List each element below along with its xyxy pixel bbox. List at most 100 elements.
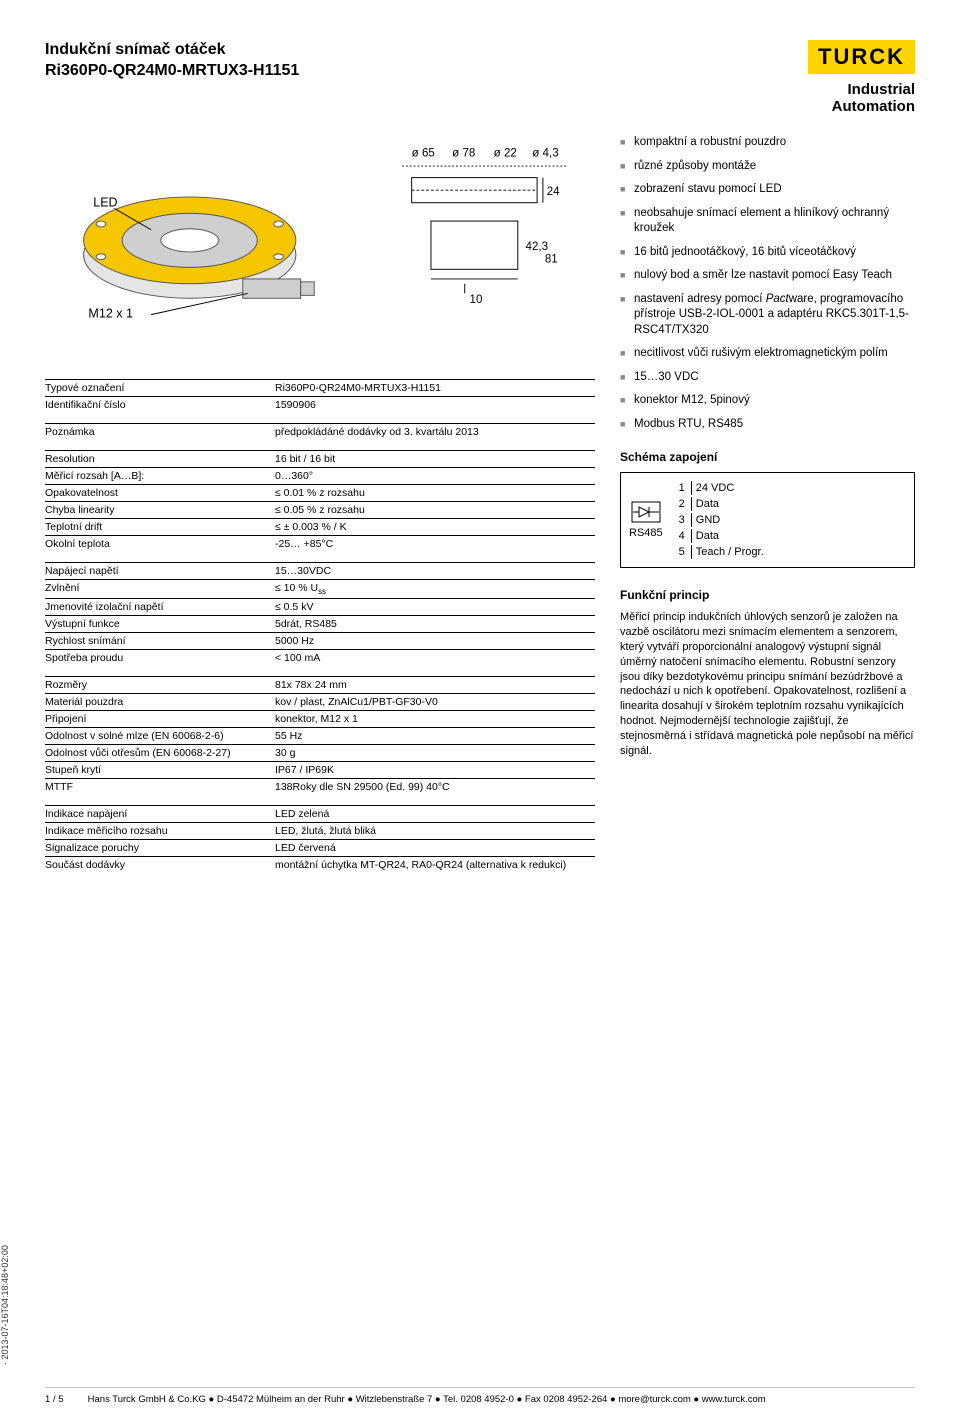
spec-key: Měřicí rozsah [A…B]: bbox=[45, 470, 275, 482]
spec-value: LED červená bbox=[275, 842, 595, 854]
spec-value: 0…360° bbox=[275, 470, 595, 482]
spec-value: Ri360P0-QR24M0-MRTUX3-H1151 bbox=[275, 382, 595, 394]
spec-row: Opakovatelnost≤ 0.01 % z rozsahu bbox=[45, 484, 595, 501]
pin-row: 124 VDC bbox=[675, 481, 768, 495]
pin-row: 4Data bbox=[675, 529, 768, 543]
spec-key: Indikace měřicího rozsahu bbox=[45, 825, 275, 837]
spec-key: Rozměry bbox=[45, 679, 275, 691]
spec-value: konektor, M12 x 1 bbox=[275, 713, 595, 725]
spec-row: Poznámkapředpokládáné dodávky od 3. kvar… bbox=[45, 423, 595, 440]
spec-row: Signalizace poruchyLED červená bbox=[45, 839, 595, 856]
spec-value: 1590906 bbox=[275, 399, 595, 411]
feature-bullet: necitlivost vůči rušivým elektromagnetic… bbox=[620, 346, 915, 362]
schema-box: RS485 124 VDC 2Data 3GND 4Data 5Teach / Prog… bbox=[620, 472, 915, 568]
spec-key: Signalizace poruchy bbox=[45, 842, 275, 854]
feature-bullet: kompaktní a robustní pouzdro bbox=[620, 135, 915, 151]
schema-table: 124 VDC 2Data 3GND 4Data 5Teach / Progr. bbox=[673, 479, 770, 561]
feature-bullet: zobrazení stavu pomocí LED bbox=[620, 182, 915, 198]
spec-row: Výstupní funkce5drát, RS485 bbox=[45, 615, 595, 632]
title-line1: Indukční snímač otáček bbox=[45, 40, 299, 61]
spec-key: Stupeň krytí bbox=[45, 764, 275, 776]
spec-key: Poznámka bbox=[45, 426, 275, 438]
spec-key: Resolution bbox=[45, 453, 275, 465]
spec-key: Opakovatelnost bbox=[45, 487, 275, 499]
feature-bullet: 16 bitů jednootáčkový, 16 bitů víceotáčk… bbox=[620, 245, 915, 261]
spec-key: Připojení bbox=[45, 713, 275, 725]
spec-row: Měřicí rozsah [A…B]:0…360° bbox=[45, 467, 595, 484]
svg-text:42,3: 42,3 bbox=[526, 241, 549, 253]
spec-row: Identifikační číslo1590906 bbox=[45, 396, 595, 413]
content: LED M12 x 1 ø 65 ø 78 ø 22 ø 4,3 24 bbox=[45, 135, 915, 883]
spec-value: ≤ ± 0.003 % / K bbox=[275, 521, 595, 533]
feature-bullet: různé způsoby montáže bbox=[620, 159, 915, 175]
spec-value: IP67 / IP69K bbox=[275, 764, 595, 776]
spec-value: < 100 mA bbox=[275, 652, 595, 664]
spec-key: Indikace napájení bbox=[45, 808, 275, 820]
pin-row: 3GND bbox=[675, 513, 768, 527]
spec-key: Rychlost snímání bbox=[45, 635, 275, 647]
footer: 1 / 5 Hans Turck GmbH & Co.KG ● D-45472 … bbox=[45, 1387, 915, 1405]
diode-icon bbox=[631, 501, 661, 523]
principle-text: Měřicí princip indukčních úhlových senzo… bbox=[620, 610, 915, 758]
spec-row: Odolnost vůči otřesům (EN 60068-2-27)30 … bbox=[45, 744, 595, 761]
spec-key: Zvlnění bbox=[45, 582, 275, 596]
spec-table: Typové označeníRi360P0-QR24M0-MRTUX3-H11… bbox=[45, 379, 595, 873]
svg-text:10: 10 bbox=[470, 294, 483, 306]
product-diagram: LED M12 x 1 ø 65 ø 78 ø 22 ø 4,3 24 bbox=[45, 135, 595, 365]
principle-heading: Funkční princip bbox=[620, 588, 915, 602]
spec-value: kov / plast, ZnAlCu1/PBT-GF30-V0 bbox=[275, 696, 595, 708]
spec-row: Napájecí napětí15…30VDC bbox=[45, 562, 595, 579]
spec-key: Spotřeba proudu bbox=[45, 652, 275, 664]
diagram-conn-label: M12 x 1 bbox=[88, 307, 133, 321]
feature-bullet: 15…30 VDC bbox=[620, 370, 915, 386]
spec-value: ≤ 10 % Uss bbox=[275, 582, 595, 596]
spec-value: 138Roky dle SN 29500 (Ed. 99) 40°C bbox=[275, 781, 595, 793]
side-date: · 2013-07-16T04:18:48+02:00 bbox=[0, 1245, 10, 1365]
spec-key: Součást dodávky bbox=[45, 859, 275, 871]
spec-row: Indikace napájeníLED zelená bbox=[45, 805, 595, 822]
feature-bullet: nastavení adresy pomocí Pactware, progra… bbox=[620, 292, 915, 339]
title-line2: Ri360P0-QR24M0-MRTUX3-H1151 bbox=[45, 61, 299, 82]
svg-text:ø 78: ø 78 bbox=[452, 147, 475, 159]
diagram-svg: LED M12 x 1 ø 65 ø 78 ø 22 ø 4,3 24 bbox=[45, 135, 595, 365]
bus-label: RS485 bbox=[629, 527, 663, 539]
spec-key: Materiál pouzdra bbox=[45, 696, 275, 708]
spec-key: Chyba linearity bbox=[45, 504, 275, 516]
spec-row: Odolnost v solné mlze (EN 60068-2-6)55 H… bbox=[45, 727, 595, 744]
right-column: kompaktní a robustní pouzdro různé způsob… bbox=[620, 135, 915, 883]
spec-row: Materiál pouzdrakov / plast, ZnAlCu1/PBT… bbox=[45, 693, 595, 710]
svg-text:ø 22: ø 22 bbox=[494, 147, 517, 159]
spec-key: Identifikační číslo bbox=[45, 399, 275, 411]
spec-value: ≤ 0.05 % z rozsahu bbox=[275, 504, 595, 516]
schema-heading: Schéma zapojení bbox=[620, 450, 915, 464]
spec-row: Stupeň krytíIP67 / IP69K bbox=[45, 761, 595, 778]
spec-value: 15…30VDC bbox=[275, 565, 595, 577]
feature-bullet: neobsahuje snímací element a hliníkový o… bbox=[620, 206, 915, 237]
spec-value: LED, žlutá, žlutá bliká bbox=[275, 825, 595, 837]
spec-row: Rozměry81x 78x 24 mm bbox=[45, 676, 595, 693]
diagram-led-label: LED bbox=[93, 196, 117, 210]
spec-key: Typové označení bbox=[45, 382, 275, 394]
spec-row: Indikace měřicího rozsahuLED, žlutá, žlu… bbox=[45, 822, 595, 839]
spec-key: MTTF bbox=[45, 781, 275, 793]
spec-value: 16 bit / 16 bit bbox=[275, 453, 595, 465]
spec-value: ≤ 0.01 % z rozsahu bbox=[275, 487, 595, 499]
spec-value: 81x 78x 24 mm bbox=[275, 679, 595, 691]
pin-row: 5Teach / Progr. bbox=[675, 545, 768, 559]
spec-row: Okolní teplota-25… +85°C bbox=[45, 535, 595, 552]
feature-bullet: Modbus RTU, RS485 bbox=[620, 417, 915, 433]
spec-value: předpokládáné dodávky od 3. kvartálu 201… bbox=[275, 426, 595, 438]
page-number: 1 / 5 bbox=[45, 1394, 85, 1405]
spec-row: Jmenovité izolační napětí≤ 0.5 kV bbox=[45, 598, 595, 615]
logo-block: TURCK Industrial Automation bbox=[802, 40, 915, 115]
spec-key: Napájecí napětí bbox=[45, 565, 275, 577]
spec-key: Odolnost vůči otřesům (EN 60068-2-27) bbox=[45, 747, 275, 759]
spec-value: 5drát, RS485 bbox=[275, 618, 595, 630]
pin-row: 2Data bbox=[675, 497, 768, 511]
svg-text:ø 4,3: ø 4,3 bbox=[532, 147, 558, 159]
spec-row: Typové označeníRi360P0-QR24M0-MRTUX3-H11… bbox=[45, 379, 595, 396]
feature-bullet: konektor M12, 5pinový bbox=[620, 393, 915, 409]
spec-row: Rychlost snímání5000 Hz bbox=[45, 632, 595, 649]
spec-key: Jmenovité izolační napětí bbox=[45, 601, 275, 613]
svg-text:81: 81 bbox=[545, 254, 558, 266]
